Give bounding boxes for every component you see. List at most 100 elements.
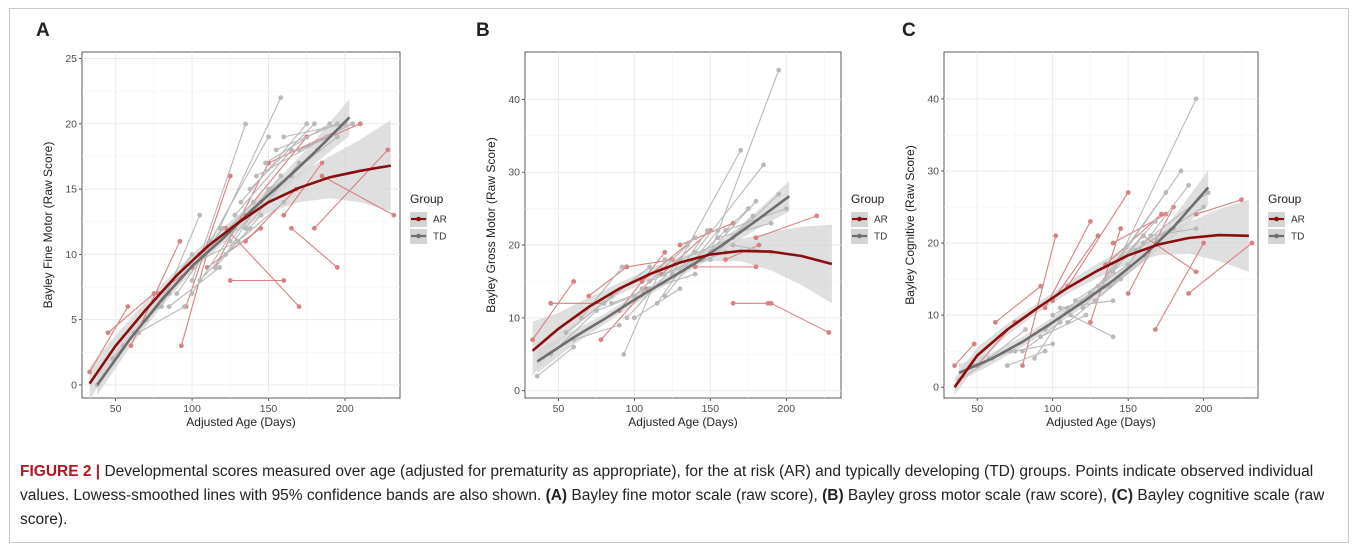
data-point-td	[166, 304, 172, 310]
data-point-ar	[1249, 240, 1255, 246]
data-point-td	[738, 147, 744, 153]
data-point-td	[1032, 355, 1037, 361]
trajectory-line-td	[265, 123, 330, 164]
y-tick-label: 10	[65, 249, 77, 261]
data-point-td	[639, 286, 645, 292]
data-point-td	[232, 212, 238, 218]
data-point-td	[1110, 269, 1116, 275]
y-axis-label: Bayley Fine Motor (Raw Score)	[41, 142, 55, 309]
trajectory-line-ar	[1044, 221, 1091, 309]
panel-c: 50 100 150 200 0 10 20 30 40 Adjusted Age (Days) B…	[896, 20, 1336, 442]
y-tick-label: 10	[508, 312, 520, 324]
legend-key-point-ar	[1274, 216, 1279, 222]
trajectory-line-ar	[532, 281, 575, 341]
y-tick-label: 40	[508, 94, 520, 106]
trajectory-line-ar	[321, 175, 395, 216]
data-point-ar	[227, 278, 233, 283]
legend-title: Group	[851, 192, 885, 206]
data-point-ar	[1125, 291, 1131, 296]
data-point-ar	[1038, 283, 1044, 289]
data-point-td	[662, 271, 668, 277]
data-point-ar	[571, 279, 577, 284]
data-point-td	[578, 315, 584, 321]
data-point-td	[1050, 341, 1056, 347]
trajectory-line-td	[536, 346, 574, 377]
trajectory-line-td	[256, 136, 327, 177]
data-point-td	[189, 278, 195, 283]
data-point-td	[327, 121, 333, 127]
data-point-td	[182, 304, 187, 310]
data-point-ar	[1118, 226, 1124, 232]
data-point-td	[616, 322, 622, 328]
data-point-td	[1083, 312, 1089, 318]
data-point-td	[250, 199, 256, 205]
data-point-ar	[586, 293, 592, 299]
data-point-ar	[756, 242, 762, 248]
trajectory-line-td	[209, 136, 269, 242]
data-point-ar	[125, 304, 131, 310]
data-point-ar	[1152, 327, 1158, 332]
data-point-ar	[385, 147, 391, 153]
data-point-td	[281, 134, 287, 140]
trajectory-line-td	[1014, 343, 1053, 352]
data-point-td	[197, 278, 203, 283]
data-point-ar	[281, 278, 287, 283]
legend-label-ar: AR	[1291, 215, 1305, 226]
legend-key-point-ar	[857, 216, 862, 222]
data-point-td	[266, 134, 271, 140]
data-point-ar	[677, 242, 683, 248]
trajectory-line-ar	[1021, 235, 1057, 366]
trajectory-line-td	[1112, 98, 1197, 273]
y-tick-label: 25	[65, 53, 77, 65]
y-tick-label: 10	[927, 310, 939, 322]
trajectory-line-td	[656, 230, 708, 304]
data-point-td	[159, 304, 164, 310]
x-axis-label: Adjusted Age (Days)	[186, 415, 295, 429]
data-point-td	[1092, 298, 1098, 304]
data-point-ar	[319, 160, 325, 166]
trajectory-line-td	[596, 295, 635, 312]
data-point-td	[278, 95, 284, 101]
data-point-td	[730, 242, 736, 248]
data-point-ar	[391, 212, 397, 218]
data-point-td	[677, 286, 683, 292]
y-axis-label: Bayley Gross Motor (Raw Score)	[484, 137, 498, 312]
trajectory-line-td	[234, 149, 292, 216]
data-point-td	[1023, 327, 1028, 332]
trajectory-line-td	[138, 306, 185, 334]
trajectory-line-td	[611, 288, 650, 304]
data-point-td	[534, 373, 540, 379]
data-point-td	[1201, 204, 1207, 210]
plot-area: 50 100 150 200 0 5 10 15 20 25 Adjusted Age (Days)…	[41, 51, 447, 429]
data-point-ar	[334, 265, 340, 270]
smooth-line-ar	[953, 233, 1249, 388]
data-point-td	[692, 235, 698, 241]
plot-area: 50 100 150 200 0 10 20 30 40 Adjusted Age (Days) B…	[903, 51, 1305, 429]
data-point-td	[692, 249, 698, 255]
x-tick-label: 150	[260, 403, 278, 415]
data-point-td	[594, 308, 599, 313]
smooth-line-td	[536, 195, 791, 363]
legend-key-point-td	[1274, 233, 1279, 239]
data-point-td	[621, 351, 627, 357]
data-point-ar	[1088, 218, 1093, 224]
data-point-td	[1140, 233, 1146, 239]
trajectory-line-ar	[755, 215, 817, 239]
trajectory-line-ar	[1142, 235, 1197, 273]
y-tick-label: 30	[508, 167, 520, 179]
caption-ref-a: (A)	[545, 487, 568, 504]
data-point-td	[1140, 240, 1146, 246]
data-point-td	[273, 147, 279, 153]
data-point-td	[189, 251, 195, 257]
data-point-td	[334, 134, 340, 140]
data-point-td	[563, 330, 569, 335]
data-point-td	[1186, 182, 1191, 188]
data-point-td	[278, 173, 284, 179]
data-point-td	[761, 162, 766, 168]
chart-b-svg: 50 100 150 200 0 10 20 30 40 Adjusted Age (Days) B…	[484, 51, 888, 429]
data-point-ar	[548, 300, 554, 306]
data-point-td	[1042, 348, 1048, 354]
trajectory-line-td	[191, 123, 247, 281]
trajectory-line-td	[709, 70, 780, 253]
x-tick-label: 50	[553, 403, 565, 415]
